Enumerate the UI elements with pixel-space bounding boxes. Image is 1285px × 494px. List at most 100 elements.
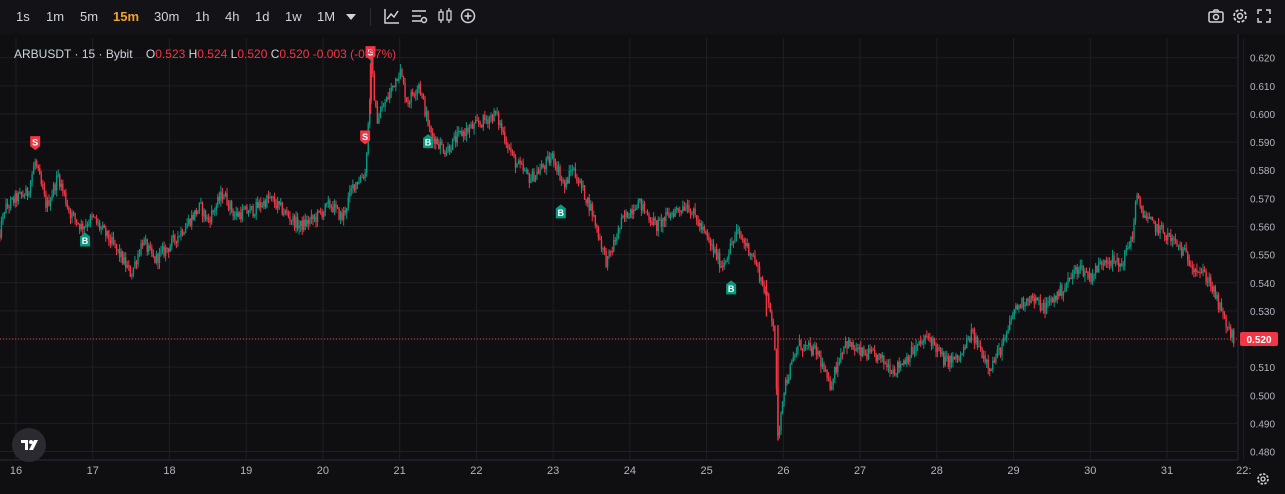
timeframe-1s[interactable]: 1s [16,9,30,24]
chart-type-icon[interactable] [382,6,402,26]
candle-body [1228,327,1230,329]
candle-body [309,219,311,224]
candle-body [134,261,136,268]
timeframe-30m[interactable]: 30m [154,9,180,24]
candle-body [184,228,187,233]
candle-body [553,153,555,164]
high-value: 0.524 [197,47,228,61]
price-chart[interactable]: 0.620 0.610 0.600 0.590 0.580 0.570 0.560 0.550… [0,34,1285,494]
timeframe-1M[interactable]: 1M [317,9,336,24]
candle-body [128,265,130,267]
candle-body [576,176,578,183]
candle-body [1119,263,1121,267]
candle-body [359,177,362,182]
candle-body [1128,246,1131,249]
candle-body [652,218,655,225]
candle-body [749,253,752,256]
candle-body [764,292,767,294]
candle-body [981,347,983,359]
candle-body [428,125,431,127]
candle-body [800,340,802,350]
chevron-down-icon[interactable] [341,6,361,26]
candle-body [250,205,253,208]
candle-body [877,354,879,361]
candle-body [140,243,142,255]
timeframe-1d[interactable]: 1d [255,9,270,24]
candle-body [952,356,954,363]
candle-body [890,372,893,374]
candle-body [1194,269,1197,273]
scale-settings-icon[interactable] [1254,470,1272,488]
candle-body [1225,316,1227,328]
candle-body [1048,301,1051,303]
candle-body [880,353,882,359]
candle-body [137,254,139,265]
y-tick-label: 0.530 [1250,307,1275,318]
candle-body [1222,311,1224,314]
candle-body [969,338,971,342]
candle-body [278,200,280,205]
candle-body [203,210,205,217]
candle-body [464,131,466,137]
x-tick-label: 18 [163,465,175,477]
candle-body [594,215,597,226]
candle-body [646,211,649,215]
timeframe-4h[interactable]: 4h [225,9,240,24]
fullscreen-icon[interactable] [1254,6,1274,26]
timeframe-1w[interactable]: 1w [285,9,302,24]
camera-icon[interactable] [1206,6,1226,26]
y-tick-label: 0.500 [1250,391,1275,402]
candle-body [580,180,583,188]
low-value: 0.520 [237,47,268,61]
indicators-icon[interactable] [409,6,429,26]
candle-body [562,179,564,182]
sell-signal-label: S [32,138,38,148]
candle-body [573,168,575,171]
candle-body [861,347,864,356]
candle-body [990,369,992,371]
candle-body [272,196,274,199]
candle-body [599,237,601,240]
sell-signal: S [360,130,371,145]
candle-body [820,355,822,367]
candle-body [115,244,118,250]
candle-body [993,360,996,363]
candle-body [195,210,198,215]
candle-body [444,152,446,155]
candle-body [1032,295,1034,299]
candle-body [267,195,270,199]
candle-body [155,253,158,263]
candle-body [995,357,997,363]
tradingview-logo[interactable] [12,428,46,462]
candle-body [283,213,285,215]
candle-body [801,349,804,351]
candle-body [346,208,348,213]
candle-body [1220,302,1223,312]
candle-body [1074,267,1077,270]
candle-body [218,196,221,201]
timeframe-5m[interactable]: 5m [80,9,99,24]
candle-body [648,214,650,221]
timeframe-1h[interactable]: 1h [195,9,210,24]
candles-icon[interactable] [435,6,455,26]
timeframe-1m[interactable]: 1m [46,9,65,24]
candle-body [543,167,546,169]
candle-body [1171,238,1174,242]
add-indicator-icon[interactable] [458,6,478,26]
candle-body [372,58,374,74]
candle-body [430,126,432,133]
buy-signal: B [80,232,91,247]
ohlc-values: O0.523 H0.524 L0.520 C0.520 -0.003 (-0.5… [145,47,397,61]
candle-body [290,220,293,222]
settings-icon[interactable] [1230,6,1250,26]
candle-body [1002,338,1005,344]
candle-body [863,347,865,354]
candle-body [1108,261,1111,264]
candle-body [1071,274,1074,279]
candle-body [1062,292,1065,296]
timeframe-15m[interactable]: 15m [113,9,140,24]
candle-body [281,202,283,215]
candle-body [350,188,353,191]
candle-body [811,346,813,356]
candle-body [83,226,85,229]
